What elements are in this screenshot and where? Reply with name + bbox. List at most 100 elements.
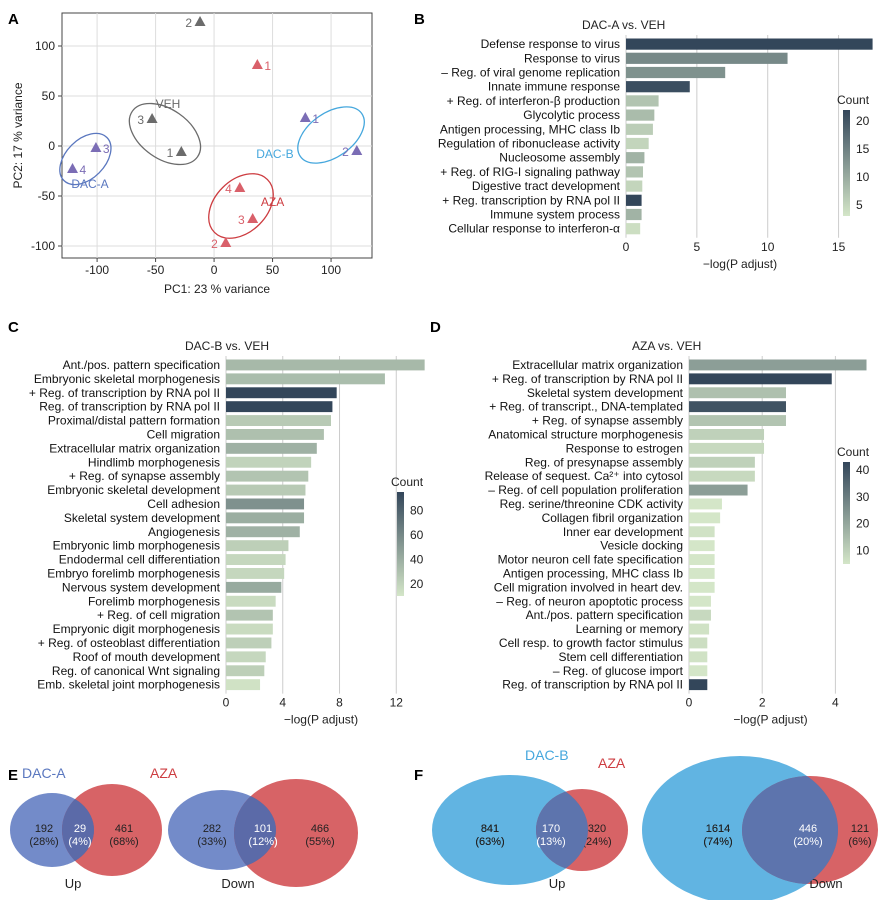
group-label-dac-a: DAC-A <box>71 177 108 191</box>
venn-percent-only-a: (63%) <box>475 836 504 848</box>
data-point <box>175 146 187 156</box>
bar <box>626 166 644 178</box>
x-tick-label: 15 <box>832 240 846 254</box>
panel-letter: F <box>414 767 423 784</box>
x-tick-label: 0 <box>211 263 218 277</box>
bar <box>626 109 655 121</box>
bar <box>226 554 286 565</box>
bar <box>689 498 722 510</box>
chart-title: DAC-B vs. VEH <box>185 339 269 353</box>
y-tick-label: 50 <box>42 89 56 103</box>
bar <box>226 595 276 607</box>
venn-count-only-a: 282 <box>203 823 221 835</box>
venn-count-only-a: 841 <box>481 823 499 835</box>
bar <box>226 526 300 538</box>
bar <box>689 429 765 440</box>
x-tick-label: 4 <box>279 696 286 710</box>
category-label: Embryonic skeletal morphogenesis <box>34 372 220 386</box>
venn-percent-both: (13%) <box>536 836 565 848</box>
x-tick-label: 0 <box>686 696 693 710</box>
bar <box>689 442 765 454</box>
category-label: Stem cell differentiation <box>558 650 683 664</box>
x-tick-label: 100 <box>321 263 341 277</box>
venn-percent-both: (12%) <box>248 836 277 848</box>
bar <box>226 651 266 663</box>
data-point <box>67 163 79 173</box>
bar <box>689 554 715 565</box>
bar <box>226 679 261 691</box>
bar <box>626 180 643 192</box>
bar <box>626 52 788 64</box>
category-label: Ant./pos. pattern specification <box>526 608 683 622</box>
category-label: Antigen processing, MHC class Ib <box>503 566 683 580</box>
bar <box>689 387 786 399</box>
bar <box>226 401 333 413</box>
bar <box>226 637 272 649</box>
category-label: Collagen fibril organization <box>542 511 683 525</box>
category-label: Skeletal system development <box>64 511 221 525</box>
bar <box>626 223 641 235</box>
category-label: Cellular response to interferon-α <box>448 222 620 236</box>
bar <box>689 484 748 496</box>
venn-count-both: 29 <box>74 823 86 835</box>
y-tick-label: -100 <box>31 239 55 253</box>
legend-colorbar <box>843 110 850 216</box>
category-label: Motor neuron cell fate specification <box>498 553 683 567</box>
bar <box>226 540 289 552</box>
category-label: Cell migration involved in heart dev. <box>494 580 683 594</box>
category-label: Forelimb morphogenesis <box>88 594 220 608</box>
x-axis-label: −log(P adjust) <box>284 713 358 727</box>
bar <box>226 665 265 677</box>
x-axis-label: −log(P adjust) <box>703 257 777 271</box>
bar <box>226 359 425 371</box>
category-label: Defense response to virus <box>481 37 620 51</box>
category-label: Digestive tract development <box>472 179 621 193</box>
data-point <box>90 142 102 152</box>
point-label: 3 <box>103 142 110 156</box>
category-label: + Reg. of transcript., DNA-templated <box>489 400 683 414</box>
venn-count-only-a: 1614 <box>706 823 730 835</box>
x-tick-label: 10 <box>761 240 775 254</box>
category-label: Extracellular matrix organization <box>512 358 683 372</box>
category-label: Learning or memory <box>576 622 683 636</box>
x-tick-label: -100 <box>85 263 109 277</box>
legend-tick-label: 20 <box>856 114 870 128</box>
venn-count-only-b: 121 <box>851 823 869 835</box>
panel-f-venn: FDAC-BAZA841(63%)170(13%)320(24%)Up1614(… <box>414 747 878 900</box>
category-label: Response to virus <box>524 51 620 65</box>
category-label: Vesicle docking <box>600 539 683 553</box>
bar <box>226 623 273 635</box>
bar <box>226 609 273 621</box>
bar <box>689 470 755 482</box>
bar <box>226 373 385 385</box>
category-label: Reg. serine/threonine CDK activity <box>500 497 683 511</box>
category-label: Embryo forelimb morphogenesis <box>47 566 220 580</box>
venn-set-label-a: DAC-A <box>22 765 66 781</box>
legend-title: Count <box>391 475 424 489</box>
venn-percent-only-a: (74%) <box>703 836 732 848</box>
bar <box>689 401 786 413</box>
category-label: Embryonic skeletal development <box>47 483 220 497</box>
bar <box>626 95 659 107</box>
bar <box>626 137 649 150</box>
chart-title: AZA vs. VEH <box>632 339 701 353</box>
category-label: – Reg. of neuron apoptotic process <box>496 594 683 608</box>
category-label: Emb. skeletal joint morphogenesis <box>37 678 220 692</box>
category-label: Cell resp. to growth factor stimulus <box>499 636 683 650</box>
category-label: + Reg. of transcription by RNA pol II <box>492 372 683 386</box>
bar <box>689 526 715 538</box>
category-label: Immune system process <box>490 208 620 222</box>
bar <box>226 498 305 510</box>
category-label: Endodermal cell differentiation <box>59 553 220 567</box>
data-point <box>194 16 206 26</box>
panel-letter: C <box>8 319 19 336</box>
venn-percent-both: (4%) <box>68 836 91 848</box>
point-label: 1 <box>312 112 319 126</box>
point-label: 4 <box>80 163 87 177</box>
venn-caption: Up <box>65 876 82 891</box>
legend-tick-label: 10 <box>856 544 870 558</box>
legend-title: Count <box>837 93 870 107</box>
bar <box>226 470 309 482</box>
category-label: + Reg. of RIG-I signaling pathway <box>440 165 620 179</box>
